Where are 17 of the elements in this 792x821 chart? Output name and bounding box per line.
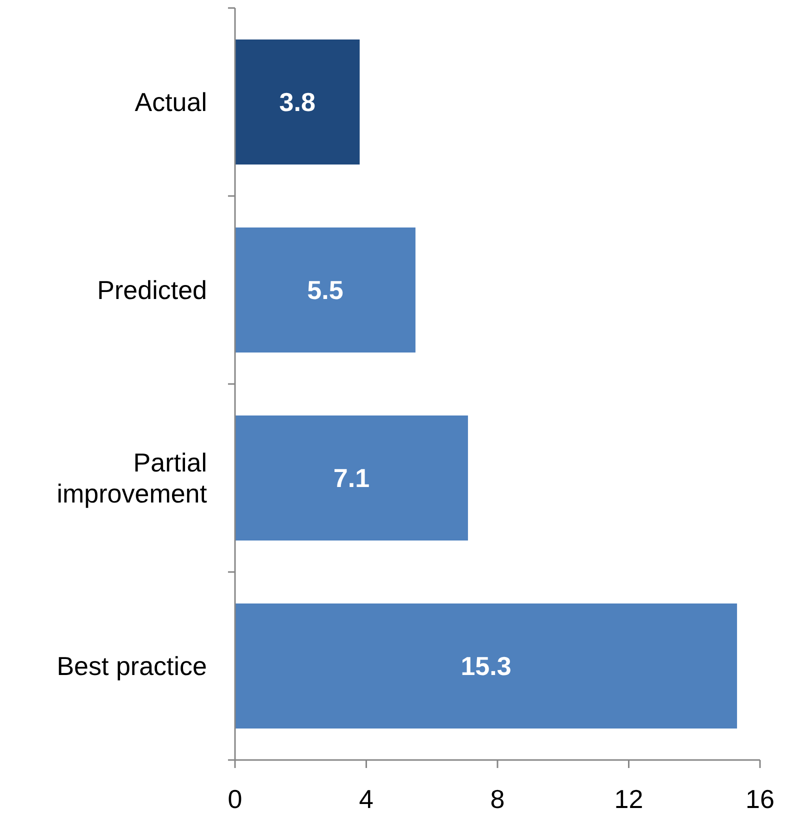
x-tick-label: 16 (746, 784, 774, 814)
bar (235, 603, 738, 729)
y-tick-label: Actual (134, 87, 207, 118)
bar (235, 415, 468, 541)
bar (235, 227, 416, 353)
data-label: 3.8 (279, 87, 316, 118)
x-tick-label: 8 (490, 784, 505, 814)
bar (235, 39, 360, 165)
x-tick-label: 4 (359, 784, 374, 814)
y-tick-label: Predicted (97, 275, 207, 306)
data-label: 5.5 (307, 275, 344, 306)
x-tick-label: 0 (228, 784, 242, 814)
y-tick-label: Partial improvement (56, 448, 208, 509)
x-tick-label: 12 (614, 784, 644, 814)
data-label: 7.1 (333, 463, 370, 494)
y-tick-label: Best practice (56, 651, 207, 682)
data-label: 15.3 (460, 651, 512, 682)
